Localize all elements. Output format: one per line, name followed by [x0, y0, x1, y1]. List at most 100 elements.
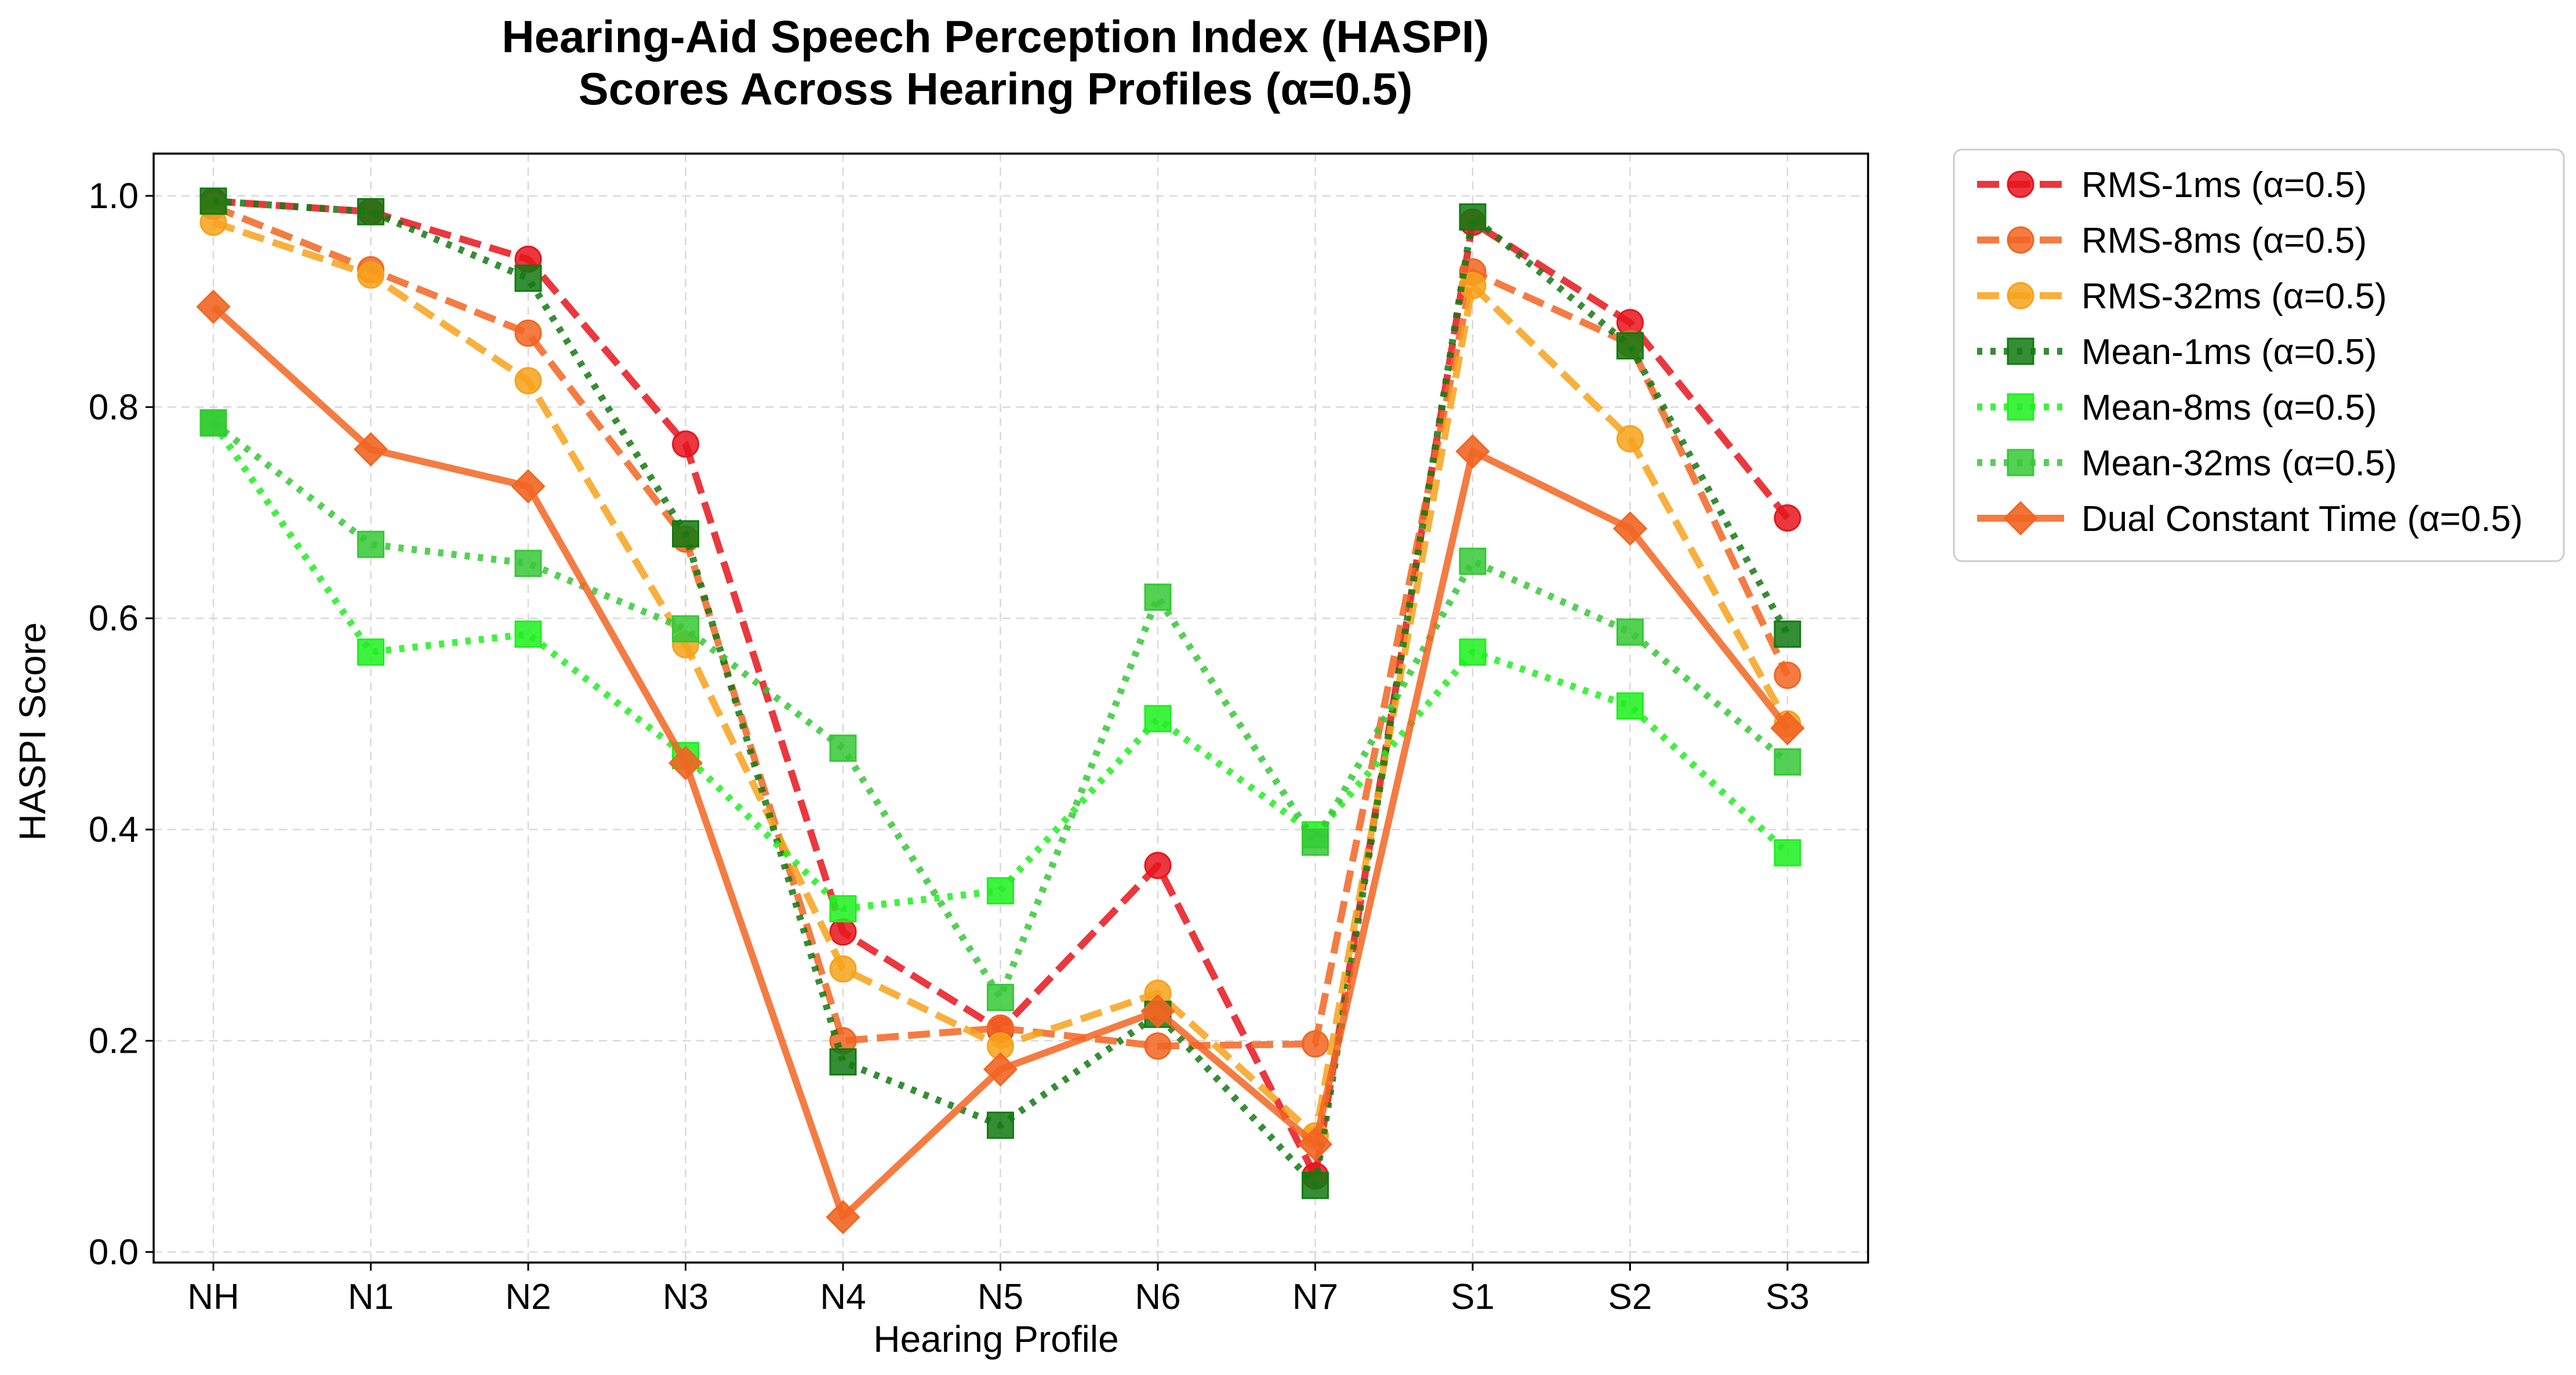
data-point	[1144, 852, 1172, 879]
legend-item: Mean-8ms (α=0.5)	[1977, 388, 2377, 428]
data-point	[1774, 504, 1801, 532]
x-axis-ticks: NH N1 N2 N3 N4 N5 N6 N7 S1 S2 S3	[187, 1263, 1810, 1317]
y-tick-label: 0.6	[89, 599, 139, 639]
legend-marker	[2007, 393, 2034, 421]
data-point	[672, 615, 699, 643]
legend-item: RMS-8ms (α=0.5)	[1977, 221, 2367, 261]
data-point	[1774, 661, 1801, 689]
data-point	[1616, 692, 1644, 720]
legend-marker	[2007, 282, 2034, 310]
data-point	[1459, 272, 1487, 300]
data-point	[829, 1048, 857, 1076]
data-point	[987, 1111, 1014, 1139]
data-point	[196, 289, 231, 324]
data-point	[357, 638, 384, 666]
data-point	[1616, 425, 1644, 453]
legend-item: RMS-1ms (α=0.5)	[1977, 165, 2367, 205]
chart-title-line-2: Scores Across Hearing Profiles (α=0.5)	[579, 63, 1413, 114]
data-point	[1298, 1127, 1333, 1162]
data-point	[668, 745, 703, 780]
legend-item: Dual Constant Time (α=0.5)	[1977, 499, 2523, 539]
legend-item: Mean-32ms (α=0.5)	[1977, 443, 2397, 483]
data-point	[826, 1200, 860, 1235]
data-point	[1144, 705, 1172, 733]
series-6	[196, 289, 1805, 1235]
y-tick-label: 0.4	[89, 810, 139, 850]
data-point	[1774, 620, 1801, 648]
data-point	[357, 530, 384, 558]
x-tick-label: N1	[348, 1277, 394, 1317]
x-tick-label: N2	[505, 1277, 551, 1317]
x-tick-label: N5	[978, 1277, 1023, 1317]
grid-lines	[154, 154, 1868, 1263]
data-point	[987, 877, 1014, 905]
legend-label: Dual Constant Time (α=0.5)	[2081, 499, 2523, 539]
data-point	[514, 264, 542, 292]
data-point	[357, 198, 384, 225]
data-point	[511, 469, 546, 504]
legend-label: RMS-32ms (α=0.5)	[2081, 277, 2387, 317]
data-point	[672, 520, 699, 548]
y-tick-label: 0.0	[89, 1232, 139, 1272]
data-point	[514, 367, 542, 395]
y-axis-label: HASPI Score	[12, 622, 53, 841]
data-point	[1140, 994, 1175, 1029]
data-point	[1774, 839, 1801, 867]
data-point	[199, 409, 227, 437]
legend-label: RMS-8ms (α=0.5)	[2081, 221, 2367, 261]
data-point	[987, 984, 1014, 1012]
data-point	[1144, 1032, 1172, 1060]
data-point	[1302, 828, 1329, 856]
legend-item: Mean-1ms (α=0.5)	[1977, 332, 2377, 372]
legend-marker	[2007, 449, 2034, 476]
series-4	[199, 409, 1801, 923]
legend-box	[1953, 148, 2565, 562]
x-tick-label: N3	[663, 1277, 709, 1317]
x-tick-label: S3	[1765, 1277, 1810, 1317]
legend-marker	[2007, 226, 2034, 254]
legend-marker	[2003, 501, 2038, 536]
y-tick-label: 1.0	[89, 176, 139, 216]
legend: RMS-1ms (α=0.5) RMS-8ms (α=0.5) RMS-32ms (…	[1953, 148, 2565, 562]
series-lines	[196, 187, 1805, 1235]
x-tick-label: S2	[1608, 1277, 1652, 1317]
data-point	[353, 432, 388, 467]
data-point	[1302, 1172, 1329, 1199]
x-axis-label: Hearing Profile	[873, 1318, 1118, 1360]
series-5	[199, 409, 1801, 1012]
series-line	[211, 420, 1790, 1001]
data-point	[672, 430, 699, 458]
data-point	[514, 550, 542, 577]
data-point	[1459, 638, 1487, 666]
legend-marker	[2007, 337, 2034, 365]
data-point	[514, 319, 542, 347]
data-point	[829, 895, 857, 923]
data-point	[1770, 711, 1805, 745]
data-point	[829, 955, 857, 983]
data-point	[514, 620, 542, 648]
data-point	[1774, 748, 1801, 776]
plot-area-frame	[152, 152, 1869, 1264]
data-point	[1459, 203, 1487, 231]
data-point	[1616, 618, 1644, 646]
data-point	[1616, 332, 1644, 360]
data-point	[199, 187, 227, 215]
y-tick-label: 0.2	[89, 1021, 139, 1061]
legend-marker	[2007, 170, 2034, 198]
y-axis-ticks: 0.0 0.2 0.4 0.6 0.8 1.0	[89, 176, 154, 1272]
data-point	[1302, 1030, 1329, 1058]
x-tick-label: S1	[1451, 1277, 1495, 1317]
data-point	[1455, 434, 1490, 469]
legend-label: Mean-8ms (α=0.5)	[2081, 388, 2377, 428]
x-tick-label: N7	[1292, 1277, 1338, 1317]
legend-label: Mean-32ms (α=0.5)	[2081, 443, 2397, 483]
data-point	[1612, 511, 1648, 546]
legend-item: RMS-32ms (α=0.5)	[1977, 277, 2387, 317]
data-point	[1144, 583, 1172, 611]
x-tick-label: NH	[187, 1277, 239, 1317]
chart-title-line-1: Hearing-Aid Speech Perception Index (HAS…	[502, 11, 1489, 62]
legend-label: Mean-1ms (α=0.5)	[2081, 332, 2377, 372]
legend-items: RMS-1ms (α=0.5) RMS-8ms (α=0.5) RMS-32ms (…	[1977, 165, 2523, 539]
legend-label: RMS-1ms (α=0.5)	[2081, 165, 2367, 205]
